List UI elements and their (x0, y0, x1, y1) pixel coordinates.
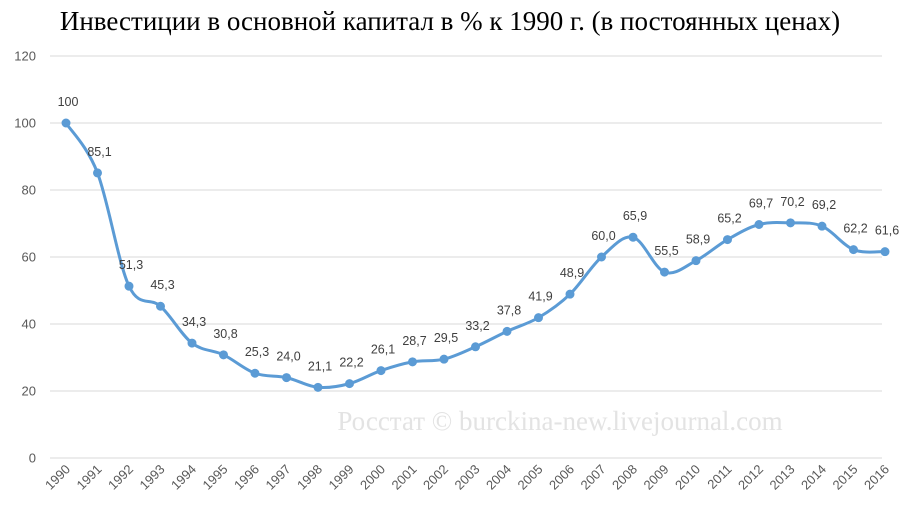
data-label: 100 (58, 95, 79, 109)
x-tick-label: 2014 (798, 462, 829, 493)
data-label: 21,1 (308, 359, 332, 373)
data-label: 22,2 (339, 356, 363, 370)
data-point (723, 235, 732, 245)
x-tick-label: 2002 (420, 462, 451, 493)
data-point (93, 168, 102, 178)
x-tick-label: 1992 (105, 462, 136, 493)
data-point (565, 289, 575, 299)
x-tick-label: 2007 (578, 462, 609, 493)
data-label: 26,1 (371, 343, 395, 357)
data-label: 69,2 (812, 198, 836, 212)
data-point (534, 313, 543, 323)
data-points (61, 118, 890, 392)
y-tick-label: 80 (22, 183, 36, 198)
data-point (880, 247, 890, 257)
data-label: 30,8 (213, 327, 237, 341)
x-tick-label: 1995 (200, 462, 231, 493)
x-tick-label: 1997 (263, 462, 294, 493)
data-label: 58,9 (686, 233, 710, 247)
x-tick-label: 2016 (861, 462, 892, 493)
data-point (691, 256, 701, 266)
data-label: 45,3 (150, 278, 174, 292)
grid-lines (50, 55, 882, 459)
x-tick-label: 2006 (546, 462, 577, 493)
data-label: 25,3 (245, 345, 269, 359)
data-point (439, 354, 449, 364)
data-point (849, 245, 858, 255)
data-point (61, 118, 71, 128)
data-label: 62,2 (843, 222, 867, 236)
data-point (250, 368, 260, 378)
y-tick-label: 60 (22, 250, 36, 265)
data-labels: 100 85,1 51,3 45,3 34,3 30,8 25,3 24,0 21,1 22,2 2… (58, 95, 900, 373)
x-tick-label: 1993 (137, 462, 168, 493)
y-tick-label: 100 (14, 116, 36, 131)
x-tick-label: 2015 (830, 462, 861, 493)
chart-title: Инвестиции в основной капитал в % к 1990… (59, 6, 841, 36)
y-tick-label: 40 (22, 317, 36, 332)
data-point (313, 382, 323, 392)
data-point (786, 218, 795, 228)
data-point (754, 220, 764, 230)
data-label: 65,9 (623, 209, 647, 223)
data-label: 33,2 (465, 319, 489, 333)
x-tick-label: 1996 (231, 462, 262, 493)
data-point (282, 373, 291, 383)
x-tick-label: 1999 (326, 462, 357, 493)
x-tick-label: 2005 (515, 462, 546, 493)
x-tick-label: 2012 (735, 462, 766, 493)
data-point (597, 252, 606, 262)
data-point (376, 366, 386, 376)
y-tick-label: 120 (14, 49, 36, 64)
data-label: 29,5 (434, 331, 458, 345)
data-point (219, 350, 228, 360)
x-axis-ticks: 1990 1991 1992 1993 1994 1995 1996 1997 1998 1999… (42, 462, 892, 493)
data-label: 70,2 (780, 195, 804, 209)
data-label: 60,0 (591, 229, 615, 243)
data-label: 48,9 (560, 266, 584, 280)
y-tick-label: 20 (22, 384, 36, 399)
data-label: 55,5 (654, 244, 678, 258)
data-point (660, 267, 669, 277)
x-tick-label: 2013 (767, 462, 798, 493)
data-label: 61,6 (875, 224, 899, 238)
x-tick-label: 1990 (42, 462, 73, 493)
data-label: 41,9 (528, 290, 552, 304)
data-label: 85,1 (87, 145, 111, 159)
data-label: 69,7 (749, 197, 773, 211)
data-point (628, 232, 638, 242)
data-point (345, 379, 354, 389)
x-tick-label: 2010 (672, 462, 703, 493)
data-point (471, 342, 480, 352)
x-tick-label: 1994 (168, 462, 199, 493)
data-label: 28,7 (402, 334, 426, 348)
x-tick-label: 2004 (483, 462, 514, 493)
x-tick-label: 2009 (641, 462, 672, 493)
y-axis-ticks: 0 20 40 60 80 100 120 (14, 49, 36, 466)
data-label: 24,0 (276, 350, 300, 364)
data-label: 37,8 (497, 303, 521, 317)
data-label: 34,3 (182, 315, 206, 329)
x-tick-label: 1991 (74, 462, 105, 493)
data-point (408, 357, 417, 367)
x-tick-label: 2001 (389, 462, 420, 493)
x-tick-label: 2008 (609, 462, 640, 493)
x-tick-label: 2003 (452, 462, 483, 493)
data-point (156, 301, 165, 311)
data-label: 65,2 (717, 212, 741, 226)
data-point (502, 326, 512, 336)
x-tick-label: 2000 (357, 462, 388, 493)
data-label: 51,3 (119, 258, 143, 272)
data-point (124, 281, 134, 291)
data-point (187, 338, 197, 348)
watermark: Росстат © burckina-new.livejournal.com (337, 406, 782, 436)
y-tick-label: 0 (29, 451, 36, 466)
data-point (817, 221, 827, 231)
x-tick-label: 2011 (704, 462, 734, 492)
x-tick-label: 1998 (294, 462, 325, 493)
